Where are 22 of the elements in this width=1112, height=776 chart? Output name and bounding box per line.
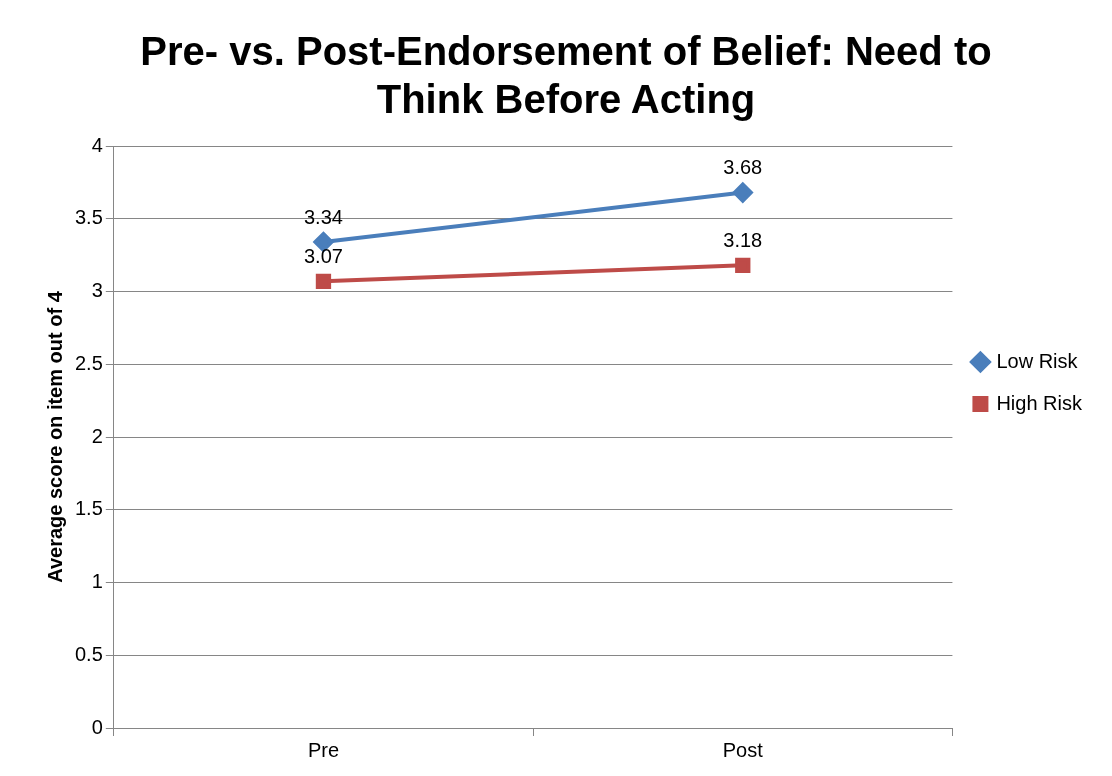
data-label: 3.34 [303,205,343,228]
x-tick-label: Post [722,738,764,761]
data-label: 3.68 [723,156,763,179]
y-tick-label: 1 [91,570,103,593]
point [732,182,753,203]
y-tick-label: 3 [91,279,103,302]
point [315,273,332,289]
chart-title: Pre- vs. Post-Endorsement of Belief: Need to Think Before Acting [140,29,992,122]
x-tick-label: Pre [307,738,340,761]
y-tick-label: 0 [91,715,103,738]
point [735,257,751,273]
legend-label: High Risk [996,391,1083,414]
y-tick-label: 4 [91,133,103,156]
data-label: 3.18 [723,228,763,251]
y-tick-label: 3.5 [74,206,103,229]
data-label: 3.07 [303,244,343,267]
y-tick-label: 1.5 [74,497,103,520]
legend-label: Low Risk [996,349,1079,372]
y-tick-label: 2.5 [74,351,103,374]
y-tick-label: 2 [91,424,103,447]
y-tick-label: 0.5 [74,642,103,665]
y-axis-title: Average score on item out of 4 [43,290,66,583]
